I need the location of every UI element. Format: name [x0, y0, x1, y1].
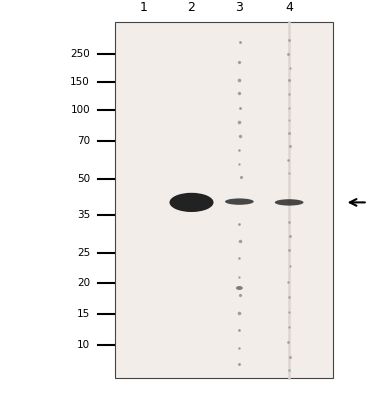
Text: 2: 2 [188, 1, 195, 14]
Text: 10: 10 [77, 340, 90, 350]
Text: 70: 70 [77, 136, 90, 146]
Text: 4: 4 [285, 1, 293, 14]
Ellipse shape [275, 199, 304, 206]
Text: 150: 150 [70, 77, 90, 87]
Text: 250: 250 [70, 49, 90, 59]
Text: 3: 3 [236, 1, 243, 14]
Text: 20: 20 [77, 278, 90, 288]
Bar [115, 22, 333, 378]
Text: 100: 100 [70, 105, 90, 115]
Text: 15: 15 [77, 309, 90, 319]
Text: 1: 1 [140, 1, 147, 14]
Text: 50: 50 [77, 174, 90, 184]
Text: 35: 35 [77, 210, 90, 220]
Ellipse shape [169, 193, 214, 212]
Ellipse shape [236, 286, 243, 290]
Text: 25: 25 [77, 248, 90, 258]
Ellipse shape [225, 198, 254, 205]
